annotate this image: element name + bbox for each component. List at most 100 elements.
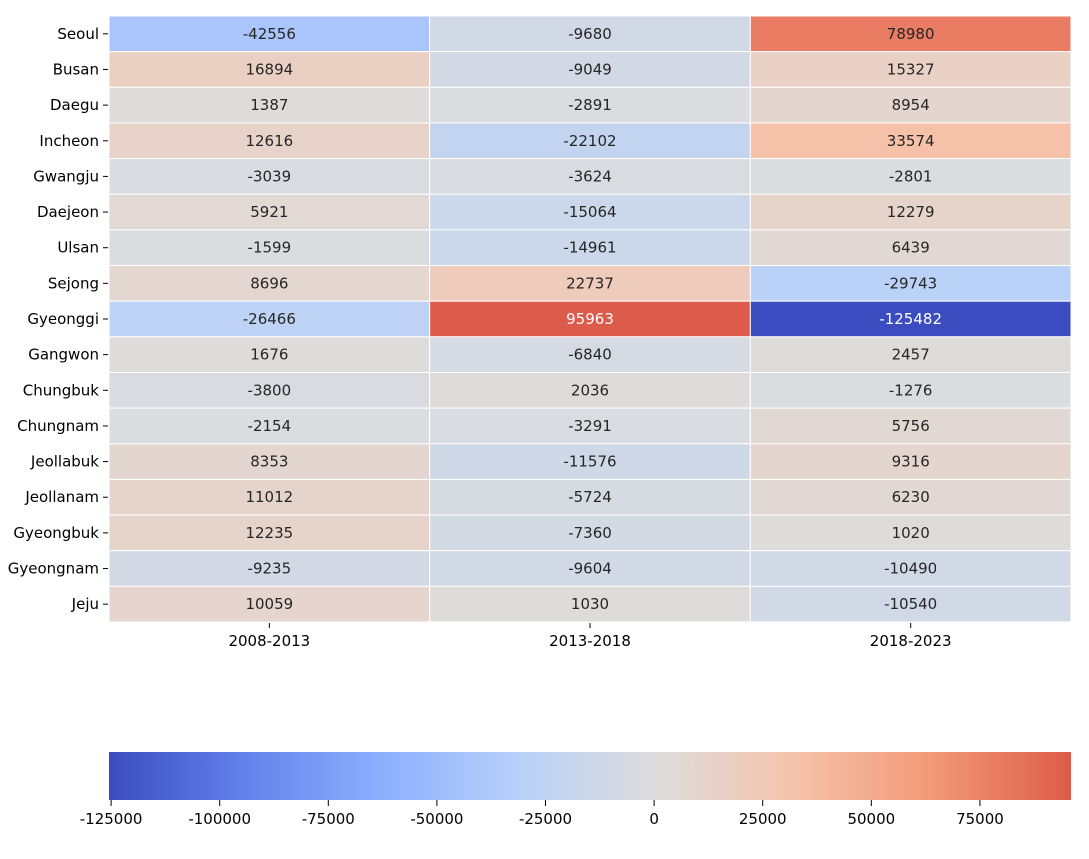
cell-value-label: 11012 [245, 488, 293, 506]
heatmap-cell [749, 51, 1072, 88]
heatmap-cell [749, 158, 1072, 195]
cell-value-label: -1276 [889, 381, 933, 399]
heatmap-cell [108, 229, 431, 267]
cell-value-label: -2154 [248, 417, 292, 435]
row-label: Chungbuk [23, 381, 100, 399]
row-label: Jeju [71, 595, 99, 613]
cell-value-label: 1030 [571, 595, 609, 613]
cell-value-label: 6230 [892, 488, 930, 506]
colorbar-tick-label: -75000 [302, 810, 355, 828]
colorbar-tick-label: 50000 [847, 810, 895, 828]
heatmap-cell [108, 265, 431, 302]
heatmap-cell [749, 478, 1072, 516]
heatmap-cell [429, 15, 751, 53]
colorbar-tick-label: -125000 [80, 810, 143, 828]
row-labels: Seoul Busan Daegu Incheon Gwangju Daejeon Ulsa… [8, 25, 108, 613]
row-label: Chungnam [17, 417, 99, 435]
colorbar-tick-label: -100000 [188, 810, 251, 828]
cell-value-label: -22102 [563, 132, 616, 150]
cell-value-label: -42556 [243, 25, 296, 43]
heatmap-cell [429, 265, 751, 302]
cell-value-label: -1599 [248, 239, 292, 257]
row-label: Sejong [48, 274, 99, 292]
cell-value-label: -29743 [884, 274, 937, 292]
cell-value-label: -3624 [568, 167, 612, 185]
cell-value-label: -9604 [568, 560, 612, 578]
cell-value-label: 5756 [892, 417, 930, 435]
row-label: Gangwon [28, 346, 99, 364]
heatmap-cell [108, 336, 431, 373]
heatmap-cell [749, 122, 1072, 160]
heatmap-cell [108, 371, 431, 409]
cell-value-label: 8954 [892, 96, 930, 114]
row-label: Jeollanam [24, 488, 99, 506]
heatmap-cell [108, 585, 431, 623]
colorbar-tick-label: 25000 [739, 810, 787, 828]
heatmap-cell [429, 229, 751, 267]
row-label: Gyeongbuk [13, 524, 99, 542]
colorbar-tick-label: -50000 [410, 810, 463, 828]
cell-value-label: 12235 [245, 524, 293, 542]
cell-value-label: -6840 [568, 346, 612, 364]
row-label: Gyeonggi [27, 310, 99, 328]
heatmap-cell [429, 443, 751, 480]
column-label: 2013-2018 [549, 632, 631, 650]
cell-value-label: -14961 [563, 239, 616, 257]
cell-value-label: -9049 [568, 60, 612, 78]
cell-value-label: 1676 [250, 346, 288, 364]
cell-value-label: -10540 [884, 595, 937, 613]
heatmap-cell [749, 407, 1072, 445]
cell-value-label: 5921 [250, 203, 288, 221]
heatmap-cell [749, 371, 1072, 409]
heatmap-cell [429, 336, 751, 373]
heatmap-cell [749, 336, 1072, 373]
row-label: Daejeon [37, 203, 99, 221]
heatmap-cells: -42556 -9680 78980 16894 -9049 15327 1387 -2891… [108, 15, 1072, 623]
cell-value-label: -3800 [248, 381, 292, 399]
cell-value-label: 8696 [250, 274, 288, 292]
heatmap-cell [749, 229, 1072, 267]
cell-value-label: -10490 [884, 560, 937, 578]
cell-value-label: 1387 [250, 96, 288, 114]
cell-value-label: 15327 [887, 60, 935, 78]
cell-value-label: 6439 [892, 239, 930, 257]
heatmap-cell [108, 15, 431, 53]
cell-value-label: -15064 [563, 203, 616, 221]
heatmap-cell [749, 514, 1072, 552]
row-label: Ulsan [57, 239, 99, 257]
cell-value-label: 1020 [892, 524, 930, 542]
row-label: Seoul [57, 25, 99, 43]
cell-value-label: -125482 [879, 310, 942, 328]
row-label: Incheon [39, 132, 99, 150]
heatmap-cell [749, 300, 1072, 338]
heatmap-cell [749, 265, 1072, 302]
column-label: 2018-2023 [870, 632, 952, 650]
cell-value-label: 22737 [566, 274, 614, 292]
cell-value-label: -3039 [248, 167, 292, 185]
cell-value-label: 2036 [571, 381, 609, 399]
heatmap-cell [749, 193, 1072, 231]
cell-value-label: -11576 [563, 453, 616, 471]
heatmap-cell [108, 300, 431, 338]
cell-value-label: 8353 [250, 453, 288, 471]
cell-value-label: -7360 [568, 524, 612, 542]
cell-value-label: 12279 [887, 203, 935, 221]
colorbar: -125000 -100000 -75000 -50000 -25000 0 25000 50… [80, 752, 1071, 828]
cell-value-label: 10059 [245, 595, 293, 613]
heatmap-cell [749, 15, 1072, 53]
heatmap-cell [429, 585, 751, 623]
heatmap-cell [749, 443, 1072, 480]
cell-value-label: -3291 [568, 417, 612, 435]
heatmap-cell [108, 443, 431, 480]
heatmap-cell [429, 158, 751, 195]
heatmap-cell [429, 86, 751, 124]
cell-value-label: -9235 [248, 560, 292, 578]
row-label: Gwangju [33, 167, 99, 185]
cell-value-label: -2891 [568, 96, 612, 114]
heatmap-cell [749, 550, 1072, 587]
column-labels: 2008-2013 2013-2018 2018-2023 [228, 623, 952, 650]
colorbar-tick-label: 0 [649, 810, 659, 828]
cell-value-label: 33574 [887, 132, 935, 150]
colorbar-gradient [109, 752, 1071, 800]
